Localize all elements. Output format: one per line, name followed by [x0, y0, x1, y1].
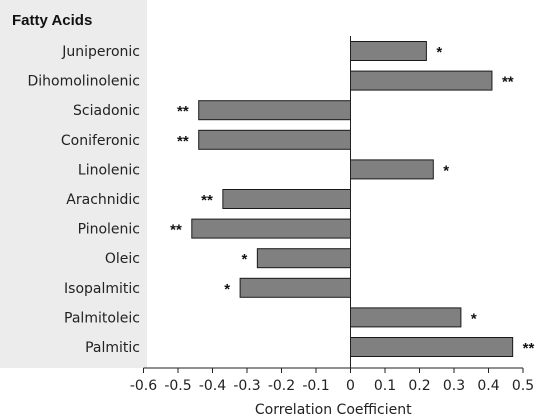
category-label-juniperonic: Juniperonic [61, 44, 140, 60]
category-header: Fatty Acids [12, 12, 92, 29]
significance-label-sciadonic: ** [177, 103, 189, 120]
bar-arachnidic [222, 189, 352, 209]
x-axis-title: Correlation Coefficient [255, 402, 412, 418]
x-tick-label: 0.5 [512, 378, 534, 394]
x-axis-ticks: -0.6 -0.5 -0.4 -0.3 -0.2 -0.1 0 0.1 0.2 0.3 0.4 0.5 [130, 368, 534, 394]
bar-oleic [256, 248, 352, 269]
x-tick-label: 0.3 [443, 378, 465, 394]
significance-label-isopalmitic: * [224, 281, 230, 298]
category-label-dihomolinolenic: Dihomolinolenic [28, 74, 141, 90]
x-tick-label: -0.6 [130, 378, 157, 394]
bar-palmitoleic [350, 307, 462, 328]
bar-linolenic [350, 159, 434, 180]
x-tick-label: -0.1 [302, 378, 329, 394]
bar-palmitic [350, 337, 514, 357]
bar-sciadonic [198, 100, 351, 121]
bar-dihomolinolenic [350, 70, 493, 91]
significance-label-palmitic: ** [523, 340, 535, 357]
x-tick-label: -0.2 [268, 378, 295, 394]
x-tick-label: -0.3 [233, 378, 260, 394]
bar-coniferonic [198, 129, 351, 150]
category-label-pinolenic: Pinolenic [78, 222, 140, 238]
bar-isopalmitic [239, 277, 352, 298]
significance-labels: ***************** [170, 44, 534, 357]
bars-group [191, 41, 514, 357]
category-label-oleic: Oleic [105, 251, 140, 267]
category-label-sciadonic: Sciadonic [73, 103, 140, 119]
x-tick-label: 0.2 [408, 378, 430, 394]
significance-label-pinolenic: ** [170, 222, 182, 239]
significance-label-juniperonic: * [436, 44, 442, 61]
x-tick-label: -0.5 [164, 378, 191, 394]
significance-label-linolenic: * [443, 162, 449, 179]
category-label-palmitic: Palmitic [85, 340, 140, 356]
category-label-coniferonic: Coniferonic [61, 133, 140, 149]
significance-label-palmitoleic: * [471, 310, 477, 327]
category-label-band [0, 0, 147, 368]
significance-label-oleic: * [242, 251, 248, 268]
bar-juniperonic [350, 41, 427, 61]
category-labels: Juniperonic Dihomolinolenic Sciadonic Conif… [28, 44, 141, 356]
x-tick-label: 0 [346, 378, 355, 394]
x-tick-label: 0.4 [477, 378, 499, 394]
category-label-isopalmitic: Isopalmitic [64, 281, 140, 297]
bar-pinolenic [191, 218, 351, 239]
significance-label-arachnidic: ** [201, 192, 213, 209]
category-label-linolenic: Linolenic [78, 162, 140, 178]
category-label-arachnidic: Arachnidic [66, 192, 140, 208]
x-tick-label: -0.4 [199, 378, 226, 394]
significance-label-coniferonic: ** [177, 133, 189, 150]
significance-label-dihomolinolenic: ** [502, 74, 514, 91]
x-tick-label: 0.1 [374, 378, 396, 394]
category-label-palmitoleic: Palmitoleic [64, 310, 140, 326]
